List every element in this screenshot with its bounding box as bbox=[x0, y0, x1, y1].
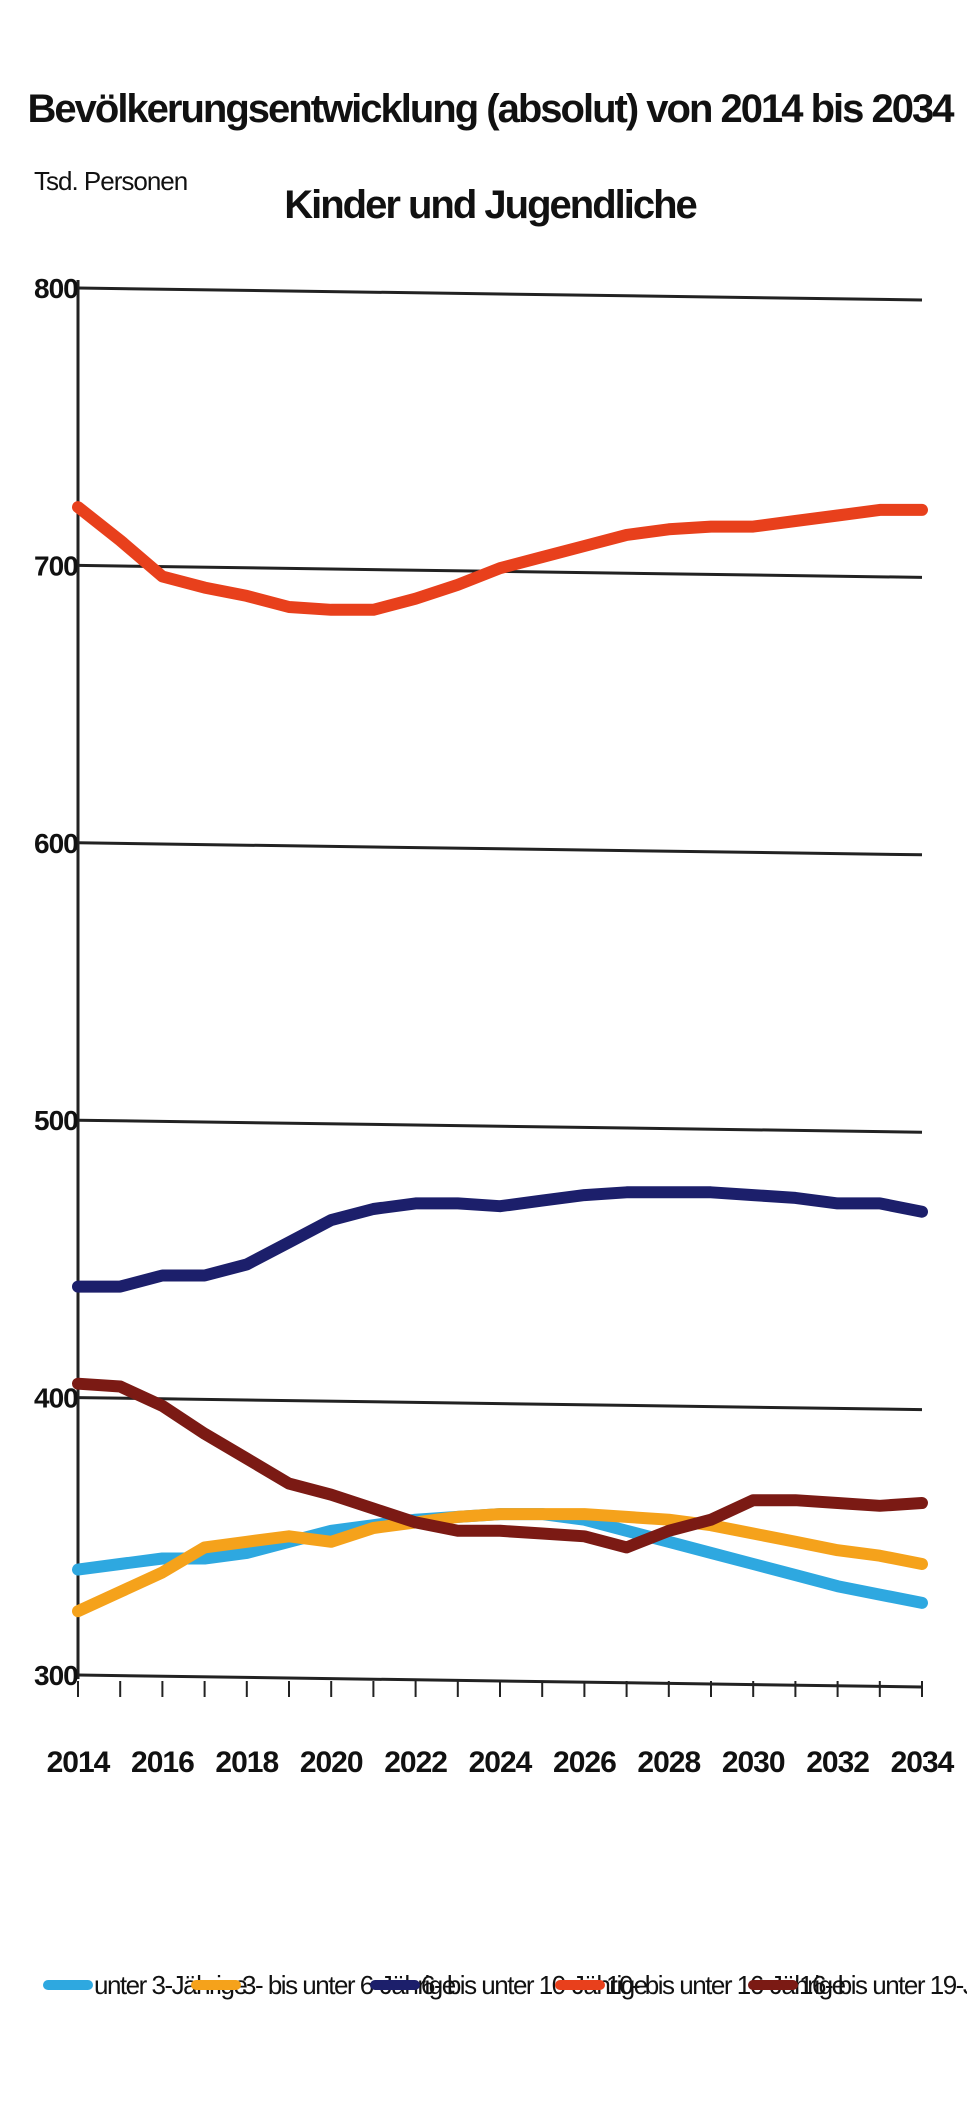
y-tick-label: 400 bbox=[34, 1383, 78, 1414]
series-line-3-bis-unter-6-j-hrige bbox=[72, 1508, 928, 1618]
y-tick-label: 700 bbox=[34, 550, 78, 581]
x-tick-label: 2032 bbox=[806, 1746, 869, 1779]
y-tick-label: 800 bbox=[34, 273, 78, 304]
gridline-500 bbox=[77, 1118, 923, 1134]
x-tick-label: 2028 bbox=[637, 1746, 700, 1779]
legend-label: 16- bis unter 19-Jährige bbox=[799, 1970, 967, 2000]
chart-subtitle: Kinder und Jugendliche bbox=[284, 183, 696, 227]
y-tick-label: 600 bbox=[34, 828, 78, 859]
gridline-800 bbox=[77, 286, 923, 302]
y-axis-unit-label: Tsd. Personen bbox=[34, 166, 187, 196]
x-axis: 2014 2016 2018 2020 2022 2024 2026 2028 2030 2032… bbox=[47, 1681, 956, 1779]
x-tick-label: 2014 bbox=[47, 1746, 111, 1779]
x-tick-label: 2024 bbox=[469, 1746, 533, 1779]
x-tick-label: 2026 bbox=[553, 1746, 616, 1779]
series-lines bbox=[72, 501, 928, 1618]
gridline-600 bbox=[77, 841, 923, 857]
series-line-16-bis-unter-19-j-hrige bbox=[72, 1377, 928, 1554]
x-tick-label: 2018 bbox=[215, 1746, 278, 1779]
y-tick-label: 500 bbox=[34, 1105, 78, 1136]
gridline-400 bbox=[77, 1396, 923, 1412]
series-line-10-bis-unter-16-j-hrige bbox=[72, 501, 928, 616]
x-tick-label: 2034 bbox=[891, 1746, 955, 1779]
y-tick-label: 300 bbox=[34, 1660, 78, 1691]
x-tick-label: 2030 bbox=[722, 1746, 785, 1779]
chart-title: Bevölkerungsentwicklung (absolut) von 20… bbox=[28, 87, 956, 131]
x-tick-label: 2022 bbox=[384, 1746, 447, 1779]
x-tick-label: 2020 bbox=[300, 1746, 363, 1779]
gridlines bbox=[76, 280, 923, 1689]
x-tick-label: 2016 bbox=[131, 1746, 194, 1779]
legend-label: 3- bis unter 6-Jährige bbox=[242, 1970, 456, 2000]
series-line-6-bis-unter-10-j-hrige bbox=[72, 1186, 928, 1293]
legend-label: 6- bis unter 10-Jährige bbox=[421, 1970, 648, 2000]
y-axis-ticks: 300 400 500 600 700 800 bbox=[34, 273, 79, 1691]
legend-label: 10- bis unter 16-Jährige bbox=[606, 1970, 846, 2000]
